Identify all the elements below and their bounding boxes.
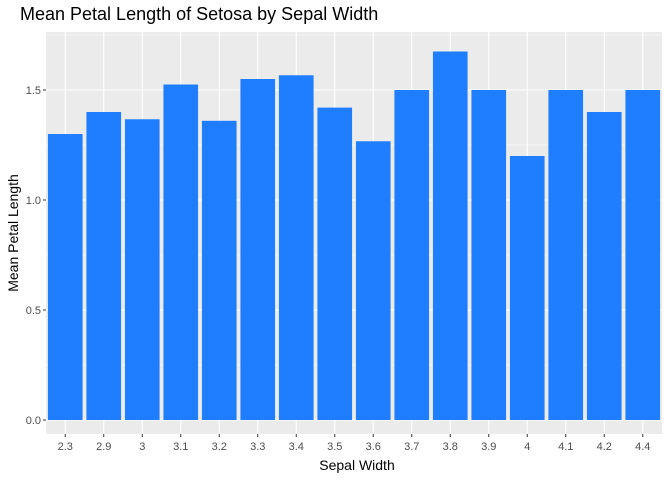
x-tick-label: 3.4 <box>289 441 304 453</box>
bar-4.4 <box>625 90 661 420</box>
bar-3.8 <box>432 51 468 420</box>
x-axis: 2.3 2.9 3 3.1 3.2 3.3 3.4 3.5 3.6 3.7 3.8 3.9 4 4.1 4.… <box>58 434 650 453</box>
bars <box>47 51 661 421</box>
x-tick-label: 4.4 <box>635 441 650 453</box>
bar-2.9 <box>86 112 122 420</box>
x-tick-label: 3.9 <box>481 441 496 453</box>
x-tick-label: 3.7 <box>404 441 419 453</box>
bar-3.2 <box>201 120 237 421</box>
x-tick-label: 3 <box>139 441 145 453</box>
x-axis-title: Sepal Width <box>319 457 394 473</box>
x-tick-label: 3.1 <box>173 441 188 453</box>
y-tick-label: 0.0 <box>26 415 41 427</box>
x-tick-label: 4 <box>524 441 530 453</box>
chart-title: Mean Petal Length of Setosa by Sepal Wid… <box>20 4 378 24</box>
x-tick-label: 3.2 <box>212 441 227 453</box>
bar-3.4 <box>278 75 314 420</box>
bar-2.3 <box>47 134 83 420</box>
x-tick-label: 3.5 <box>327 441 342 453</box>
y-tick-label: 0.5 <box>26 305 41 317</box>
x-tick-label: 3.8 <box>443 441 458 453</box>
bar-3 <box>124 119 160 420</box>
x-tick-label: 2.3 <box>58 441 73 453</box>
bar-4.1 <box>548 90 584 420</box>
y-tick-label: 1.0 <box>26 195 41 207</box>
x-tick-label: 4.2 <box>597 441 612 453</box>
bar-4 <box>509 156 545 420</box>
bar-3.7 <box>394 90 430 420</box>
x-tick-label: 4.1 <box>558 441 573 453</box>
y-axis-title: Mean Petal Length <box>5 174 21 292</box>
bar-3.1 <box>163 84 199 420</box>
bar-4.2 <box>586 112 622 420</box>
bar-3.6 <box>355 141 391 420</box>
y-axis: 0.0 0.5 1.0 1.5 <box>26 85 46 427</box>
x-tick-label: 2.9 <box>96 441 111 453</box>
bar-3.5 <box>317 107 353 420</box>
bar-3.3 <box>240 79 276 420</box>
y-tick-label: 1.5 <box>26 85 41 97</box>
x-tick-label: 3.6 <box>366 441 381 453</box>
x-tick-label: 3.3 <box>250 441 265 453</box>
bar-3.9 <box>471 90 507 420</box>
